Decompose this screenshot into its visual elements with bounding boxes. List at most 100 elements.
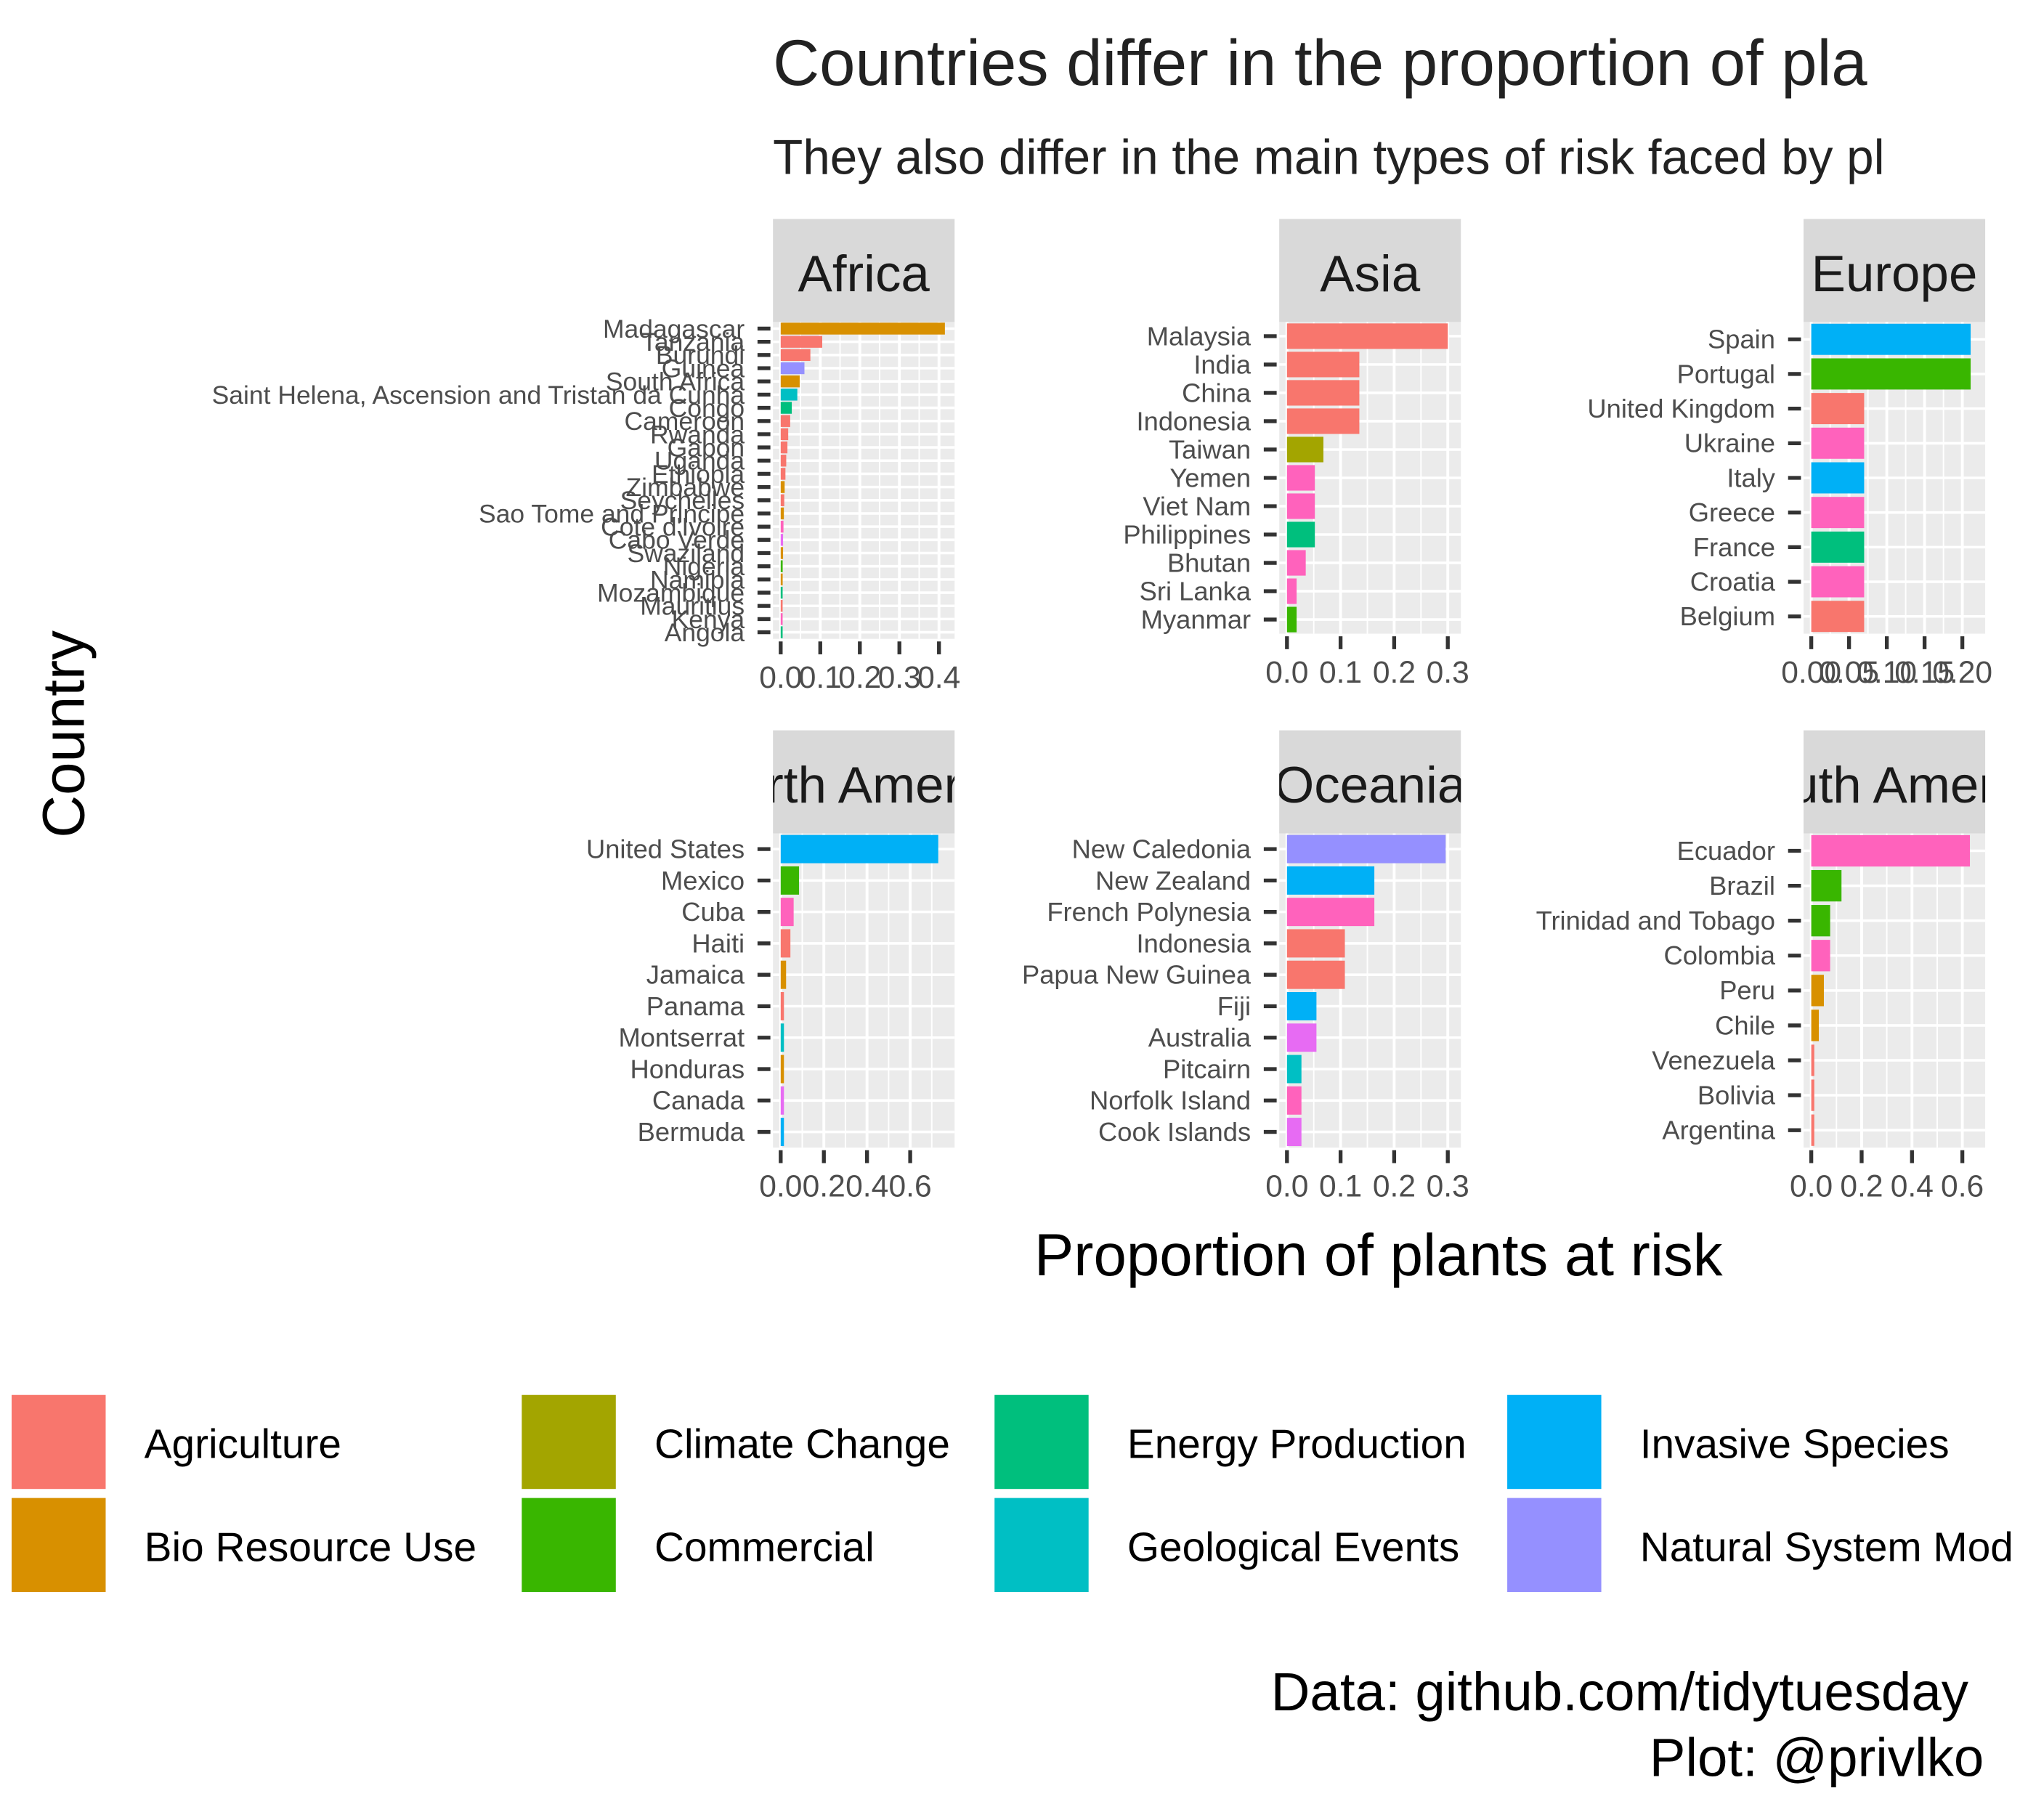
bar-europe-ukraine [1811,427,1865,459]
bars-south-america [1811,834,1971,1146]
panel-europe: Europe Spain Portugal United Kingdom Ukraine… [1587,219,1992,690]
legend-key [991,1392,1092,1492]
bar-africa-madagascar [780,322,945,335]
chart-title: Countries differ in the proportion of pl… [773,27,1867,99]
bar-asia-bhutan [1286,550,1306,576]
bar-europe-united-kingdom [1811,393,1865,425]
legend-item-energy-production: Energy Production [991,1392,1467,1492]
legend-key [991,1495,1092,1595]
x-tick-label: 0.6 [889,1169,932,1204]
country-labels-asia: MalaysiaIndiaChinaIndonesiaTaiwanYemenVi… [1123,321,1277,634]
bar-africa-burundi [780,349,811,362]
facet-strip-oceania [1279,730,1461,834]
country-label: Venezuela [1652,1045,1776,1075]
country-label: Belgium [1680,601,1775,631]
bar-south-america-argentina [1811,1114,1814,1146]
country-label: India [1193,349,1252,379]
x-tick-label: 0.2 [1840,1169,1883,1204]
country-label: French Polynesia [1047,897,1252,927]
bar-africa-mozambique [780,586,783,599]
country-label: Bolivia [1697,1081,1776,1110]
country-label: Argentina [1662,1116,1775,1145]
country-label: Croatia [1690,566,1776,596]
bar-south-america-peru [1811,975,1824,1007]
country-label: South Africa [606,367,745,397]
country-label: New Zealand [1095,866,1251,895]
bar-asia-china [1286,380,1360,406]
x-tick-label: 0.3 [878,660,921,695]
country-label: Panama [646,991,745,1021]
bar-africa-ethiopia [780,468,786,480]
panel-background-africa [773,322,955,639]
country-label: Philippines [1123,519,1251,549]
legend-label: Geological Events [1127,1525,1459,1571]
country-label: China [1182,378,1252,407]
bars-oceania [1286,834,1446,1147]
bar-north-america-mexico [780,866,800,895]
bar-asia-india [1286,352,1360,378]
bar-oceania-new-caledonia [1286,834,1446,864]
country-label: Madagascar [603,314,745,344]
bar-africa-congo [780,402,792,414]
country-label: Cameroon [625,407,745,436]
x-tick-label: 0.2 [803,1169,845,1204]
bar-asia-philippines [1286,521,1315,548]
country-label: Papua New Guinea [1022,960,1252,990]
country-label: Angola [665,618,745,647]
x-tick-label: 0.2 [1373,655,1416,690]
country-labels-south-america: Ecuador Brazil Trinidad and Tobago Colombia… [1536,836,1801,1145]
bar-asia-sri-lanka [1286,578,1297,604]
legend-label: Climate Change [654,1422,950,1468]
legend-label: Commercial [654,1525,875,1571]
country-label: Mozambique [597,578,745,607]
country-label: Italy [1727,463,1775,492]
country-label: Sao Tome and Principe [479,499,745,528]
legend-item-bio-resource-use: Bio Resource Use [9,1495,476,1595]
legend-item-commercial: Commercial [519,1495,875,1595]
bar-north-america-honduras [780,1055,784,1084]
country-label: Sri Lanka [1140,576,1252,606]
country-label: Burundi [656,341,745,370]
country-label: Trinidad and Tobago [1536,906,1775,935]
country-label: Pitcairn [1163,1054,1251,1084]
bar-north-america-canada [780,1086,784,1115]
country-label: Bhutan [1167,548,1251,577]
bar-africa-kenya [780,613,783,625]
country-label: Ukraine [1684,428,1775,458]
bar-europe-croatia [1811,566,1865,598]
panel-background-north-america [773,833,955,1148]
facet-label-oceania: Oceania [1274,757,1467,814]
x-tick-label: 0.4 [1891,1169,1934,1204]
bar-south-america-colombia [1811,940,1830,972]
x-tick-label: 0.4 [845,1169,888,1204]
legend-label: Bio Resource Use [145,1525,476,1571]
x-tick-label: 0.10 [1857,655,1917,690]
country-label: Seychelles [620,486,745,515]
country-label: Mexico [661,866,745,895]
x-tick-label: 0.0 [1265,655,1308,690]
bar-asia-viet-nam [1286,493,1315,519]
country-label: Jamaica [646,960,745,990]
country-label: Ecuador [1677,836,1775,866]
x-tick-label: 0.3 [1427,655,1469,690]
facet-label-south-america: South America [1727,757,2020,814]
bar-europe-italy [1811,462,1865,494]
country-label: Rwanda [650,420,745,449]
bar-africa-saint-helena-ascension-and-tristan-da-cunha [780,389,798,401]
country-label: Mauritius [640,592,745,621]
country-label: United Kingdom [1587,394,1775,423]
bar-europe-greece [1811,497,1865,529]
facet-panels: AfricaMadagascarTanzaniaBurundiGuineaSou… [212,219,2020,1204]
bar-south-america-bolivia [1811,1079,1814,1111]
x-tick-label: 0.6 [1941,1169,1984,1204]
x-tick-label: 0.1 [799,660,842,695]
bar-africa-cote-d-ivoire [780,520,784,533]
bars-asia [1286,323,1448,633]
facet-label-europe: Europe [1812,245,1978,303]
x-tick-label: 0.0 [759,660,802,695]
x-tick-label: 0.20 [1932,655,1992,690]
bar-south-america-venezuela [1811,1044,1814,1076]
country-label: Uganda [654,447,745,476]
